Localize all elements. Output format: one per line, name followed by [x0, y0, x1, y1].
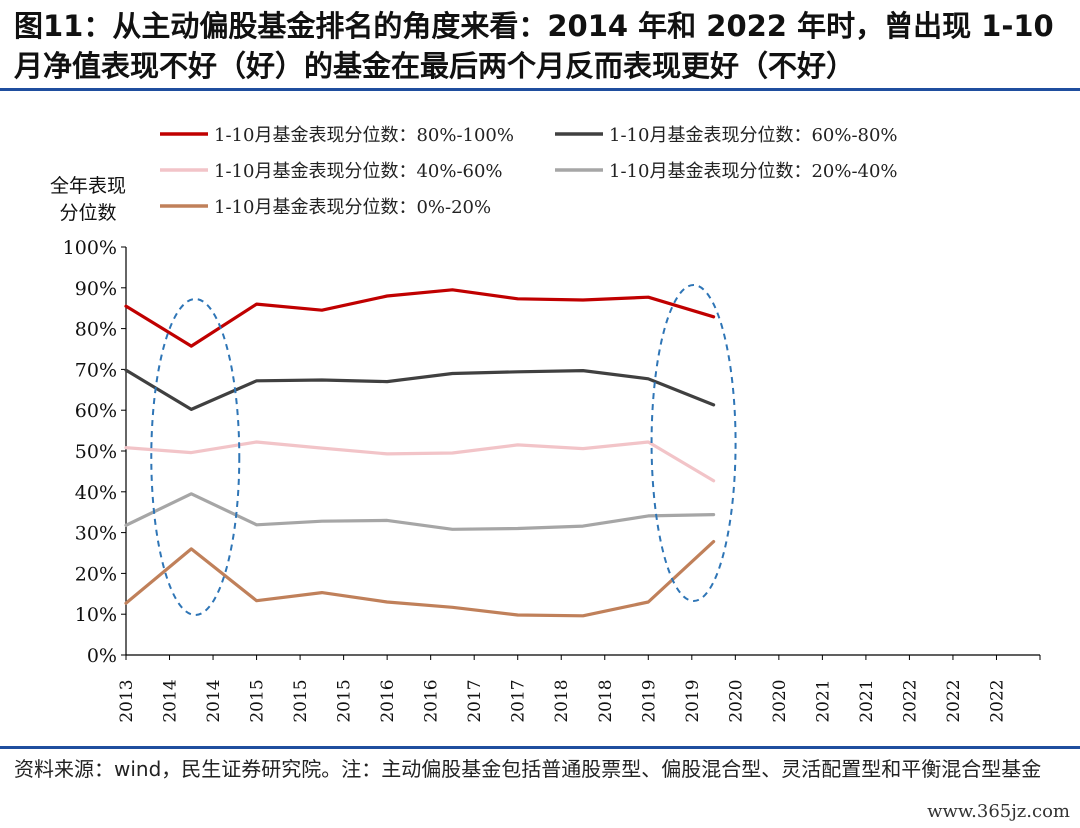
series-line-4 [124, 492, 716, 531]
y-tick-label: 80% [75, 319, 117, 341]
legend-label-2: 1-10月基金表现分位数：60%-80% [609, 125, 898, 146]
x-tick-label: 2022 [944, 679, 964, 722]
x-tick-label: 2019 [683, 679, 703, 722]
y-tick-label: 100% [63, 237, 117, 259]
y-axis-title-line1: 全年表现 [50, 175, 126, 197]
x-tick-label: 2015 [248, 679, 268, 722]
legend-label-3: 1-10月基金表现分位数：40%-60% [214, 161, 503, 182]
x-tick-label: 2014 [204, 679, 224, 722]
y-axis-title-line2: 分位数 [59, 202, 116, 224]
y-tick-label: 70% [75, 359, 117, 381]
x-tick-label: 2021 [813, 679, 833, 722]
y-tick-label: 50% [75, 441, 117, 463]
x-tick-label: 2020 [770, 679, 790, 722]
x-tick-label: 2022 [900, 679, 920, 722]
y-tick-label: 30% [75, 523, 117, 545]
legend-label-4: 1-10月基金表现分位数：20%-40% [609, 161, 898, 182]
highlight-ellipse-2014 [150, 298, 241, 616]
x-tick-label: 2013 [117, 679, 137, 722]
y-tick-label: 10% [75, 604, 117, 626]
x-tick-label: 2015 [291, 679, 311, 722]
legend-label-5: 1-10月基金表现分位数：0%-20% [214, 197, 491, 218]
series-line-3 [124, 440, 716, 483]
x-tick-label: 2021 [857, 679, 877, 722]
y-tick-label: 90% [75, 278, 117, 300]
y-tick-label: 0% [87, 645, 117, 667]
x-tick-label: 2015 [335, 679, 355, 722]
x-tick-label: 2019 [639, 679, 659, 722]
x-tick-label: 2020 [726, 679, 746, 722]
x-tick-label: 2014 [161, 679, 181, 722]
y-tick-label: 20% [75, 563, 117, 585]
highlight-ellipse-2022 [650, 284, 737, 602]
watermark: www.365jz.com [927, 801, 1070, 822]
y-tick-label: 60% [75, 400, 117, 422]
legend-label-1: 1-10月基金表现分位数：80%-100% [214, 125, 514, 146]
x-tick-label: 2018 [552, 679, 572, 722]
series-line-1 [124, 288, 716, 348]
x-tick-label: 2016 [422, 679, 442, 722]
series-line-5 [124, 540, 716, 618]
x-tick-label: 2017 [509, 679, 529, 722]
y-tick-label: 40% [75, 482, 117, 504]
x-tick-label: 2016 [378, 679, 398, 722]
x-tick-label: 2022 [987, 679, 1007, 722]
x-tick-label: 2017 [465, 679, 485, 722]
source-note: 资料来源：wind，民生证券研究院。注：主动偏股基金包括普通股票型、偏股混合型、… [14, 757, 1042, 781]
x-tick-label: 2018 [596, 679, 616, 722]
series-line-2 [124, 368, 716, 411]
chart-title: 图11：从主动偏股基金排名的角度来看：2014 年和 2022 年时，曾出现 1… [14, 9, 1054, 83]
footer-divider [0, 746, 1080, 749]
title-divider [0, 88, 1080, 91]
